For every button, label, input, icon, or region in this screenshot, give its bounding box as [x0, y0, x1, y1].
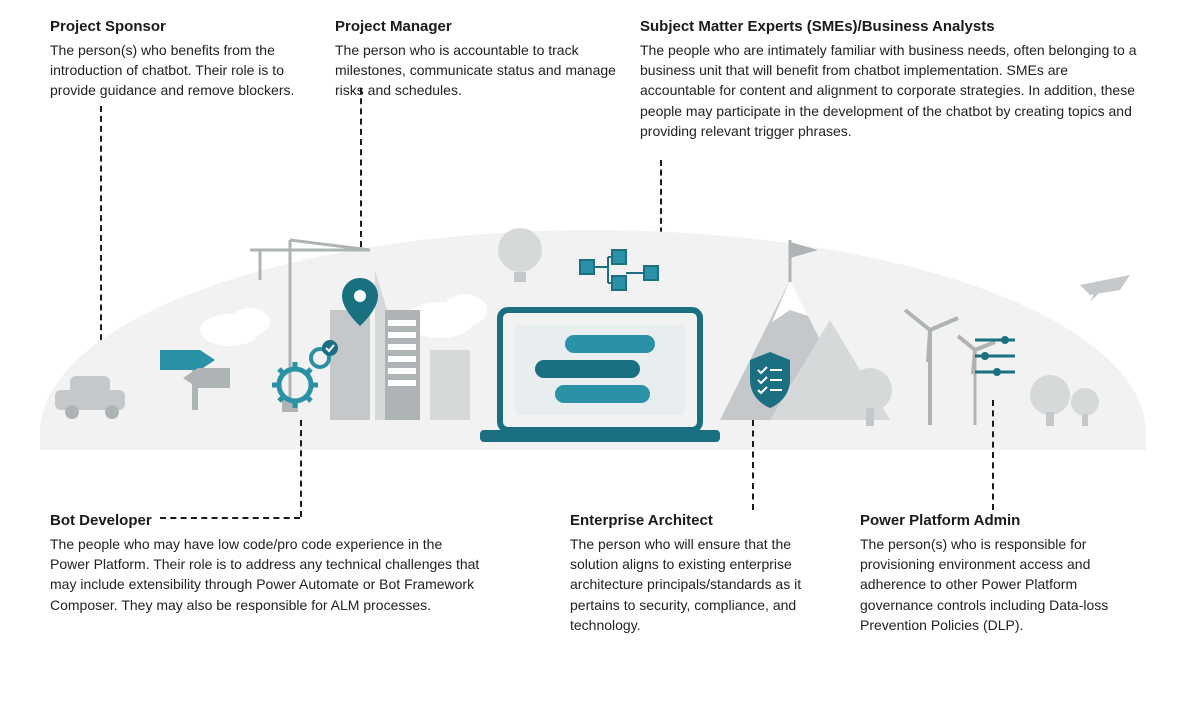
org-chart-icon — [580, 250, 658, 290]
laptop-icon — [480, 310, 720, 442]
gears-icon — [272, 340, 338, 408]
connector — [992, 400, 994, 510]
role-body: The person(s) who benefits from the intr… — [50, 40, 320, 101]
role-title: Project Manager — [335, 16, 625, 38]
role-body: The person who is accountable to track m… — [335, 40, 625, 101]
role-body: The people who may have low code/pro cod… — [50, 534, 480, 615]
role-project-sponsor: Project Sponsor The person(s) who benefi… — [50, 16, 320, 101]
role-project-manager: Project Manager The person who is accoun… — [335, 16, 625, 101]
role-body: The person(s) who is responsible for pro… — [860, 534, 1145, 635]
role-title: Enterprise Architect — [570, 510, 830, 532]
connector — [300, 420, 302, 517]
balloon-icon — [498, 228, 542, 282]
role-body: The people who are intimately familiar w… — [640, 40, 1140, 141]
role-body: The person who will ensure that the solu… — [570, 534, 830, 635]
infographic-canvas: Project Sponsor The person(s) who benefi… — [0, 0, 1186, 702]
role-enterprise-architect: Enterprise Architect The person who will… — [570, 510, 830, 635]
signpost-icon — [160, 350, 230, 410]
role-power-platform-admin: Power Platform Admin The person(s) who i… — [860, 510, 1145, 635]
role-smes: Subject Matter Experts (SMEs)/Business A… — [640, 16, 1140, 141]
role-title: Subject Matter Experts (SMEs)/Business A… — [640, 16, 1140, 38]
role-title: Bot Developer — [50, 510, 480, 532]
role-title: Power Platform Admin — [860, 510, 1145, 532]
airplane-icon — [1080, 275, 1130, 302]
scene — [0, 190, 1186, 450]
car-icon — [55, 376, 125, 419]
wind-turbine-icon — [905, 310, 995, 425]
connector — [752, 420, 754, 510]
role-title: Project Sponsor — [50, 16, 320, 38]
cloud-icon — [200, 308, 270, 346]
role-bot-developer: Bot Developer The people who may have lo… — [50, 510, 480, 615]
